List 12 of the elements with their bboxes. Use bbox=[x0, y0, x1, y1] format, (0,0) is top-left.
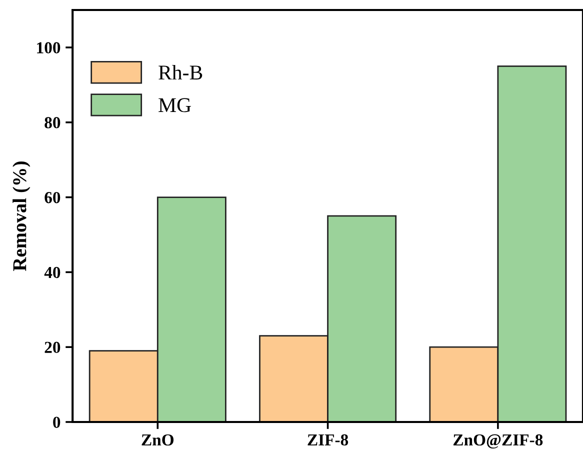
y-tick-label: 100 bbox=[37, 42, 60, 54]
y-tick-label: 80 bbox=[44, 117, 60, 128]
x-tick-label: ZIF-8 bbox=[308, 434, 348, 446]
y-tick-label: 40 bbox=[44, 266, 60, 278]
y-axis-title: Removal (%) bbox=[12, 161, 30, 272]
legend-label: MG bbox=[158, 98, 191, 112]
x-tick-label: ZnO@ZIF-8 bbox=[453, 434, 543, 449]
x-tick-label: ZnO bbox=[142, 434, 174, 446]
y-tick-label: 20 bbox=[44, 342, 60, 354]
legend-label: Rh-B bbox=[158, 64, 202, 80]
y-tick-label: 60 bbox=[44, 192, 60, 204]
y-tick-label: 0 bbox=[53, 416, 60, 428]
